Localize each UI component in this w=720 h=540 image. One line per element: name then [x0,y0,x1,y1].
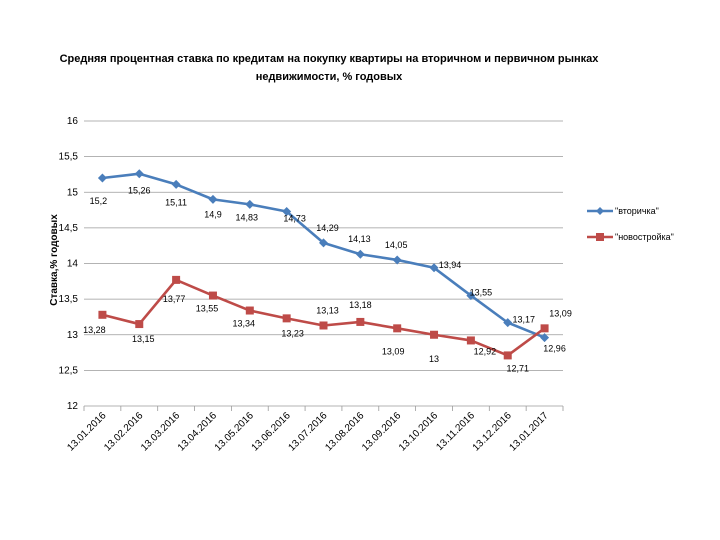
data-label: 13,34 [233,319,256,329]
data-label: 14,13 [348,234,371,244]
data-label: 13,13 [316,305,339,315]
legend-entry: "вторичка" [615,206,659,216]
legend-marker-diamond [596,207,604,215]
x-tick-label: 13.01.2017 [508,410,551,453]
data-label: 14,9 [204,209,222,219]
y-tick-label: 14 [67,259,79,270]
data-point-square [466,336,475,345]
y-tick-label: 13,5 [59,294,79,305]
data-label: 13,15 [132,334,155,344]
data-label: 15,26 [128,186,151,196]
data-point-diamond [540,333,550,343]
series-group [97,169,550,360]
data-label: 13,09 [549,308,572,318]
data-point-square [98,310,107,319]
data-point-square [356,317,365,326]
data-point-square [135,320,144,329]
data-label: 13,23 [281,328,304,338]
y-tick-label: 15,5 [59,152,79,163]
data-point-square [503,351,512,360]
data-labels: 15,2 15,26 15,11 14,9 14,83 14,73 14,29 14,13 14… [83,186,572,374]
y-axis-label: Ставка,% годовых [49,214,60,306]
legend-entry: "новостройка" [615,232,674,242]
data-label: 15,2 [90,196,108,206]
gridlines [84,120,563,407]
legend-marker-square [596,233,604,241]
y-tick-label: 16 [67,116,79,127]
data-label: 14,05 [385,240,408,250]
data-point-diamond [429,263,439,273]
data-label: 13,09 [382,346,405,356]
data-point-diamond [245,199,255,209]
data-label: 13,55 [470,288,493,298]
x-tick-label: 13.10.2016 [397,410,440,453]
chart-title-line2: недвижимости, % годовых [256,71,403,83]
data-label: 12,92 [474,346,497,356]
data-point-square [393,324,402,333]
data-label: 13,94 [439,260,462,270]
data-point-square [208,291,217,300]
data-label: 14,83 [236,212,259,222]
data-point-square [245,306,254,315]
data-point-square [282,314,291,323]
data-point-diamond [355,249,365,259]
data-point-square [540,324,549,333]
data-label: 14,73 [283,213,306,223]
chart-title-line1: Средняя процентная ставка по кредитам на… [60,53,600,65]
data-point-diamond [97,173,107,183]
data-point-diamond [171,179,181,189]
y-axis-ticks: 12 12,5 13 13,5 14 14,5 15 15,5 16 [59,116,79,412]
y-tick-label: 13 [67,330,79,341]
data-label: 12,71 [506,363,529,373]
data-point-square [430,330,439,339]
y-tick-label: 12,5 [59,365,79,376]
data-label: 13,17 [512,315,535,325]
data-label: 13,77 [163,294,186,304]
data-label: 13 [429,354,439,364]
legend: "вторичка" "новостройка" [587,206,674,242]
y-tick-label: 14,5 [59,223,79,234]
data-point-diamond [319,238,328,248]
data-point-square [172,275,181,284]
y-tick-label: 12 [67,401,79,412]
x-axis-ticks: 13.01.201613.02.201613.03.201613.04.2016… [65,406,564,454]
y-tick-label: 15 [67,187,79,198]
data-point-diamond [282,206,292,216]
data-point-diamond [503,318,513,328]
data-label: 13,18 [349,300,372,310]
data-point-square [319,321,328,330]
data-point-diamond [208,194,218,204]
data-point-diamond [392,255,402,265]
data-label: 13,28 [83,325,106,335]
data-point-diamond [134,169,144,179]
data-label: 15,11 [165,197,187,207]
data-label: 13,55 [196,304,219,314]
data-label: 12,96 [543,344,566,354]
data-point-diamond [466,291,476,301]
data-label: 14,29 [316,223,339,233]
